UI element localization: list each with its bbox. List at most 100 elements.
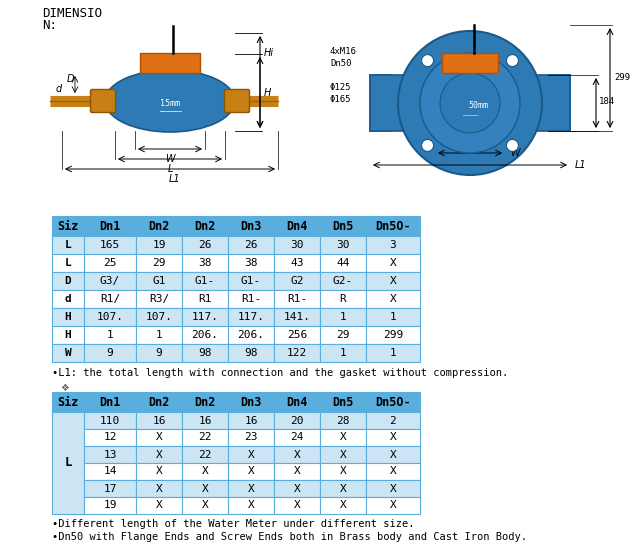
Bar [136, 236, 182, 254]
Bar [136, 446, 182, 463]
Text: ─────: ───── [462, 113, 478, 118]
Text: H: H [264, 88, 272, 98]
Text: X: X [248, 500, 254, 510]
Text: X: X [248, 466, 254, 476]
Bar [320, 254, 366, 272]
Bar [182, 290, 228, 308]
Text: 4xM16: 4xM16 [330, 47, 357, 56]
Text: 98: 98 [244, 348, 258, 358]
Bar [182, 392, 228, 412]
Text: Dn2: Dn2 [148, 220, 170, 232]
Text: 107.: 107. [146, 312, 173, 322]
Text: X: X [390, 484, 396, 494]
Bar [228, 272, 274, 290]
Text: •Dn50 with Flange Ends and Screw Ends both in Brass body and Cast Iron Body.: •Dn50 with Flange Ends and Screw Ends bo… [52, 532, 527, 542]
Text: Dn3: Dn3 [240, 395, 262, 409]
Bar [366, 290, 420, 308]
Text: d: d [65, 294, 72, 304]
Text: G1-: G1- [195, 276, 215, 286]
Text: •Different length of the Water Meter under different size.: •Different length of the Water Meter und… [52, 519, 415, 529]
Bar [84, 392, 136, 412]
Bar [366, 392, 420, 412]
Text: ❖: ❖ [60, 383, 69, 393]
Text: R1: R1 [198, 294, 212, 304]
Text: L: L [65, 258, 72, 268]
Text: 30: 30 [336, 240, 350, 250]
Text: 16: 16 [244, 415, 258, 425]
Bar [182, 446, 228, 463]
Bar [84, 344, 136, 362]
Text: R: R [339, 294, 346, 304]
Text: X: X [156, 433, 162, 443]
Text: X: X [202, 500, 208, 510]
Text: Dn5O-: Dn5O- [375, 395, 411, 409]
Text: 15mm: 15mm [160, 100, 180, 108]
Text: 299: 299 [614, 73, 630, 82]
Text: 30: 30 [290, 240, 304, 250]
Circle shape [398, 31, 542, 175]
Bar [136, 254, 182, 272]
Text: L: L [65, 240, 72, 250]
Text: Dn5: Dn5 [332, 395, 354, 409]
Bar [366, 412, 420, 429]
Text: 29: 29 [336, 330, 350, 340]
Bar [228, 290, 274, 308]
Text: 1: 1 [390, 312, 396, 322]
Bar [274, 308, 320, 326]
Bar [274, 446, 320, 463]
Bar [274, 497, 320, 514]
Bar [274, 463, 320, 480]
Text: 13: 13 [104, 449, 117, 459]
Bar [366, 254, 420, 272]
Text: Dn2: Dn2 [148, 395, 170, 409]
Bar [320, 463, 366, 480]
Text: DIMENSIO: DIMENSIO [42, 7, 102, 20]
Bar [366, 236, 420, 254]
Text: 206.: 206. [192, 330, 219, 340]
Text: 19: 19 [152, 240, 166, 250]
Text: d: d [56, 84, 62, 94]
Text: R3/: R3/ [149, 294, 169, 304]
Bar [84, 429, 136, 446]
Text: L: L [167, 164, 173, 174]
Bar [52, 392, 84, 412]
Text: X: X [248, 449, 254, 459]
Text: X: X [294, 484, 300, 494]
Text: H: H [65, 330, 72, 340]
Text: 9: 9 [156, 348, 162, 358]
Text: N:: N: [42, 19, 57, 32]
Text: G1-: G1- [241, 276, 261, 286]
Text: Siz: Siz [58, 395, 79, 409]
Text: •L1: the total length with connection and the gasket without compression.: •L1: the total length with connection an… [52, 368, 508, 378]
Text: X: X [390, 433, 396, 443]
Bar [136, 216, 182, 236]
Bar [228, 326, 274, 344]
Bar [274, 290, 320, 308]
Text: D: D [66, 74, 74, 84]
Text: Dn4: Dn4 [286, 220, 308, 232]
Text: 14: 14 [104, 466, 117, 476]
Bar [228, 308, 274, 326]
Bar [182, 480, 228, 497]
Bar [84, 216, 136, 236]
Text: 23: 23 [244, 433, 258, 443]
Bar [366, 480, 420, 497]
Text: 25: 25 [104, 258, 117, 268]
Bar [182, 497, 228, 514]
Bar [52, 344, 84, 362]
Text: 165: 165 [100, 240, 120, 250]
Circle shape [422, 54, 434, 67]
Bar [366, 216, 420, 236]
Bar [320, 272, 366, 290]
Bar [366, 344, 420, 362]
Bar [182, 429, 228, 446]
Bar [84, 480, 136, 497]
Bar [136, 326, 182, 344]
Text: 43: 43 [290, 258, 304, 268]
Bar [182, 254, 228, 272]
Bar [274, 412, 320, 429]
Bar [366, 446, 420, 463]
Text: D: D [65, 276, 72, 286]
Bar [366, 497, 420, 514]
Bar [52, 290, 84, 308]
